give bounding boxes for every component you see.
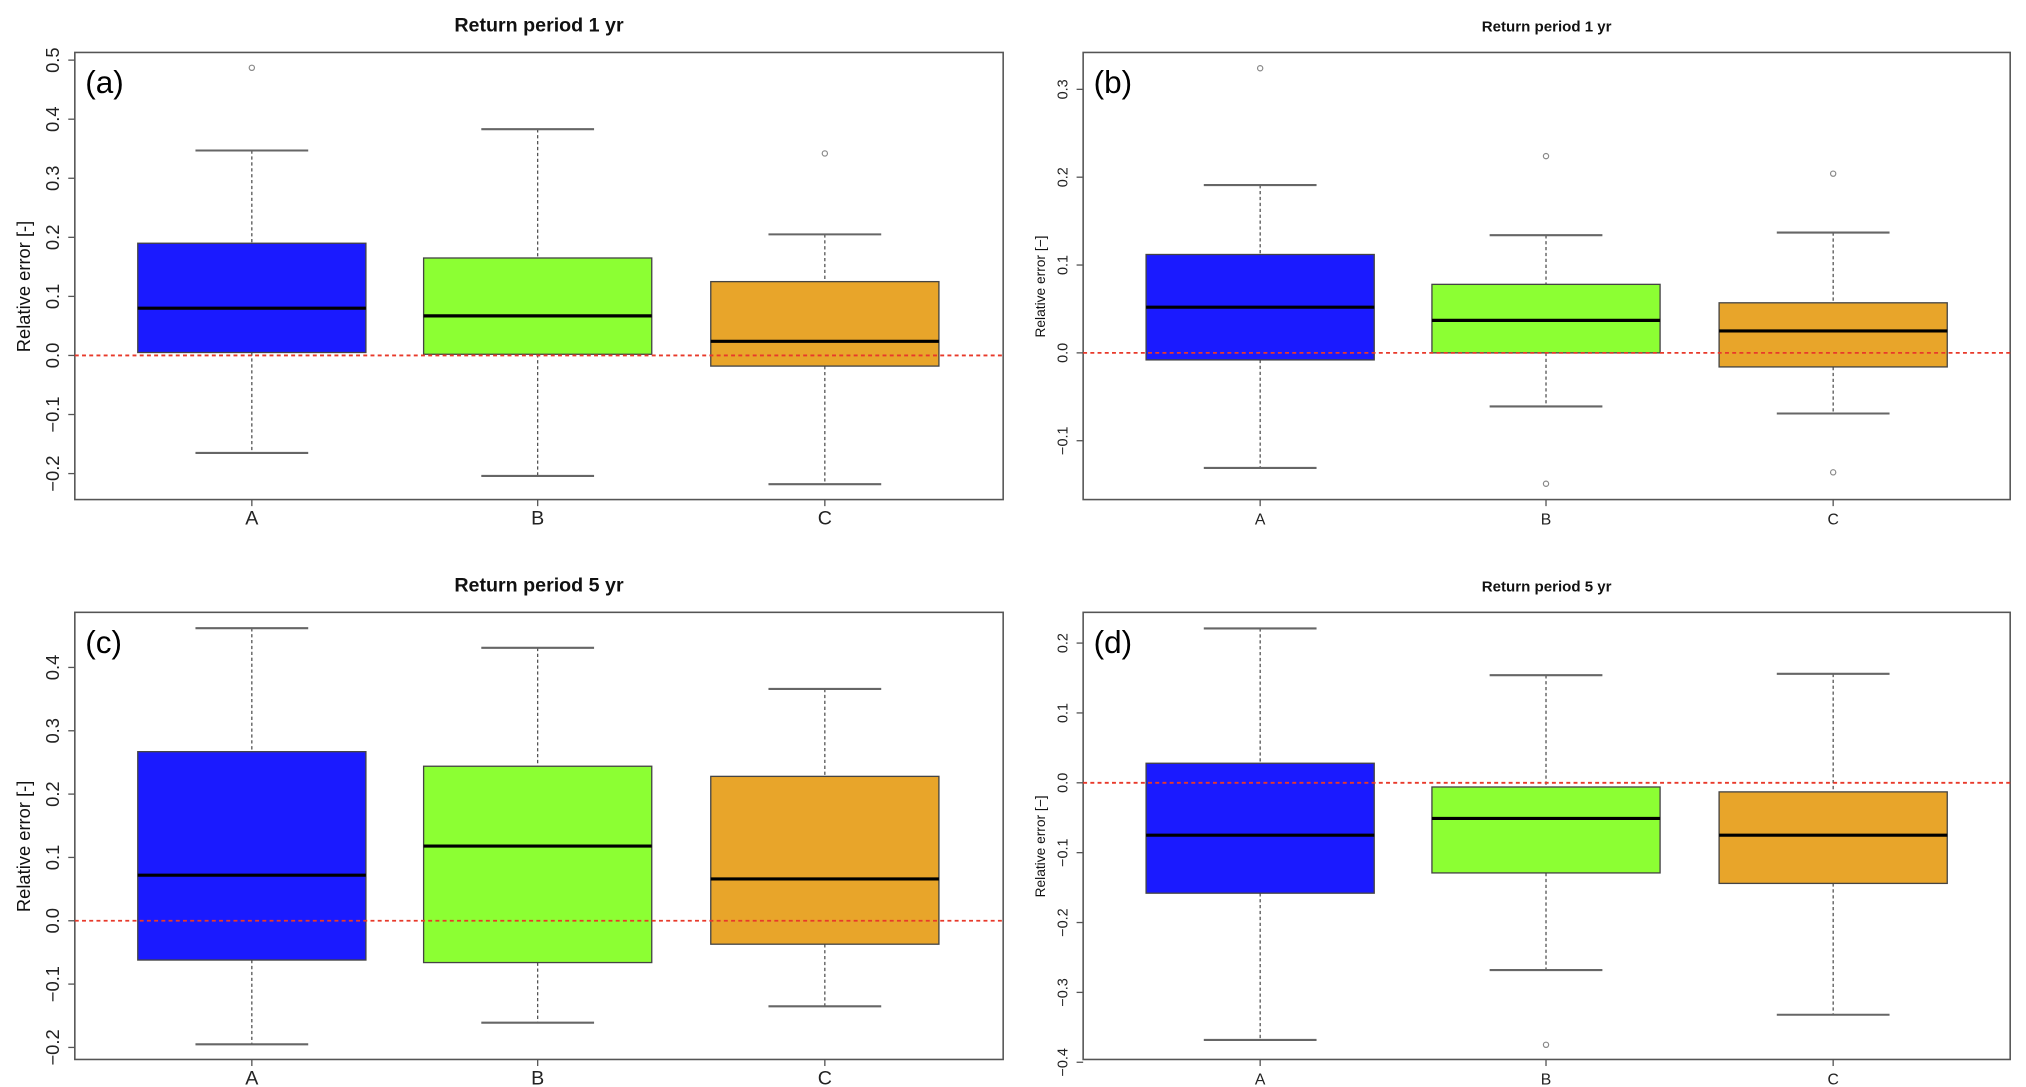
box-B <box>422 128 653 477</box>
y-tick-label: 0.1 <box>1055 703 1071 723</box>
x-tick-label: C <box>1827 1071 1838 1087</box>
y-tick-label: 0.4 <box>42 106 63 132</box>
panel-label: (c) <box>85 625 122 660</box>
panel-d: Return period 5 yr(d)Relative error [−]−… <box>1033 578 2011 1087</box>
chart-title: Return period 5 yr <box>454 574 624 596</box>
y-tick-label: −0.1 <box>1055 426 1071 454</box>
iqr-box <box>710 775 940 945</box>
iqr-box <box>1718 791 1948 885</box>
y-tick-label: 0.3 <box>1055 79 1071 99</box>
y-axis-label: Relative error [−] <box>1033 795 1048 897</box>
chart-title: Return period 5 yr <box>1482 578 1612 595</box>
x-tick-label: C <box>818 507 832 529</box>
x-tick-label: A <box>1255 1071 1266 1087</box>
panel-b: Return period 1 yr (b) Relative error [−] −… <box>1033 18 2011 528</box>
y-tick-label: −0.4 <box>1055 1048 1071 1076</box>
y-tick-label: −0.1 <box>42 966 63 1002</box>
panel-c: Return period 5 yr (c) Relative error [-] −… <box>13 574 1004 1087</box>
panel-label: (a) <box>85 65 123 100</box>
y-tick-label: 0.2 <box>42 781 63 807</box>
box-C <box>710 150 940 486</box>
y-tick-label: 0.0 <box>42 343 63 369</box>
panel-a: Return period 1 yr (a) Relative error [-] −… <box>13 14 1004 529</box>
box-A <box>137 627 367 1046</box>
x-tick-label: B <box>531 507 544 529</box>
iqr-box <box>1431 786 1661 874</box>
x-tick-label: C <box>818 1067 832 1087</box>
chart-title: Return period 1 yr <box>454 14 624 36</box>
y-tick-label: 0.5 <box>42 47 63 73</box>
box-C <box>710 687 940 1008</box>
y-tick-label: 0.2 <box>1055 633 1071 653</box>
y-tick-label: 0.4 <box>42 655 63 681</box>
iqr-box <box>1145 762 1375 894</box>
y-tick-label: 0.0 <box>42 908 63 934</box>
plot-frame <box>1082 611 2011 1061</box>
box-C <box>1718 170 1948 476</box>
plot-frame <box>74 611 1004 1061</box>
x-tick-label: B <box>1541 1071 1551 1087</box>
y-axis-label: Relative error [−] <box>1033 235 1048 337</box>
x-tick-label: B <box>531 1067 544 1087</box>
x-tick-label: A <box>245 1067 259 1087</box>
outlier-point <box>1542 152 1550 160</box>
y-axis-label: Relative error [-] <box>13 221 34 352</box>
chart-title: Return period 1 yr <box>1482 18 1612 35</box>
iqr-box <box>1718 302 1948 368</box>
y-tick-label: 0.0 <box>1055 343 1071 363</box>
iqr-box <box>710 280 940 367</box>
y-tick-label: 0.2 <box>42 225 63 251</box>
panel-label: (d) <box>1094 625 1132 660</box>
iqr-box <box>1431 283 1661 354</box>
y-tick-label: −0.2 <box>1055 908 1071 936</box>
y-tick-label: 0.1 <box>42 845 63 871</box>
panel-label: (b) <box>1094 65 1132 100</box>
box-B <box>1431 674 1661 1049</box>
outlier-point <box>1256 65 1264 72</box>
outlier-point <box>1542 1041 1550 1049</box>
box-A <box>1145 627 1375 1041</box>
plot-frame <box>74 51 1004 501</box>
y-axis-label: Relative error [-] <box>13 781 34 913</box>
y-tick-label: 0.3 <box>42 718 63 744</box>
iqr-box <box>137 242 367 354</box>
box-B <box>1431 152 1661 487</box>
outlier-point <box>821 150 829 157</box>
box-A <box>137 64 367 454</box>
y-tick-label: 0.1 <box>42 284 63 310</box>
x-tick-label: C <box>1827 511 1838 528</box>
y-tick-label: 0.0 <box>1055 773 1071 793</box>
y-tick-label: 0.1 <box>1055 255 1071 275</box>
iqr-box <box>422 257 653 355</box>
iqr-box <box>137 751 367 961</box>
box-B <box>422 646 653 1024</box>
box-C <box>1718 672 1948 1016</box>
x-tick-label: B <box>1541 511 1551 528</box>
iqr-box <box>422 765 653 964</box>
y-tick-label: −0.2 <box>42 1029 63 1065</box>
x-tick-label: A <box>1255 511 1266 528</box>
y-tick-label: −0.1 <box>42 396 63 432</box>
y-tick-label: −0.3 <box>1055 978 1071 1006</box>
outlier-point <box>1542 480 1550 487</box>
y-tick-label: 0.3 <box>42 166 63 192</box>
outlier-point <box>1829 469 1837 476</box>
x-tick-label: A <box>245 507 259 529</box>
y-tick-label: −0.1 <box>1055 838 1071 866</box>
outlier-point <box>1829 170 1837 177</box>
box-A <box>1145 65 1375 469</box>
y-tick-label: −0.2 <box>42 455 63 491</box>
y-tick-label: 0.2 <box>1055 167 1071 187</box>
outlier-point <box>248 64 256 72</box>
